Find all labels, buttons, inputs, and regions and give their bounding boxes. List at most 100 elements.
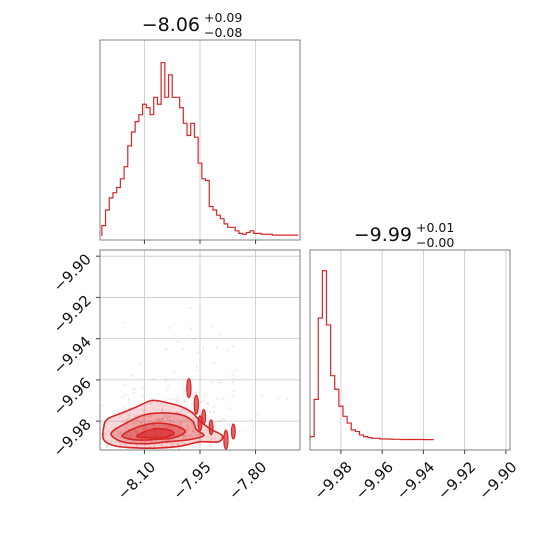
joint-scatter-point	[198, 438, 201, 441]
histogram-param2-title-median: −9.99	[354, 224, 412, 246]
joint-scatter-point	[216, 397, 219, 400]
joint-scatter-point	[119, 430, 122, 433]
joint-scatter-point	[202, 400, 205, 403]
joint-scatter-point	[116, 434, 119, 437]
joint-scatter-point	[169, 419, 172, 422]
joint-scatter-point	[125, 419, 128, 422]
joint-scatter-point	[211, 325, 214, 328]
joint-scatter-point	[179, 442, 182, 445]
joint-scatter-point	[225, 349, 228, 352]
joint-scatter-point	[121, 396, 124, 399]
joint-scatter-point	[140, 421, 143, 424]
joint-scatter-point	[158, 419, 161, 422]
joint-scatter-point	[167, 425, 170, 428]
joint-contour-ticks: −8.10 −7.95 −7.80 −9.90−9.92−9.94−9.96−9.98	[50, 250, 271, 503]
joint-scatter-point	[180, 431, 183, 435]
joint-scatter-point	[159, 443, 162, 446]
joint-scatter-point	[85, 440, 87, 442]
joint-scatter-point	[148, 415, 151, 418]
joint-scatter-point	[126, 413, 129, 416]
joint-scatter-point	[286, 398, 289, 401]
joint-scatter-point	[122, 452, 124, 454]
joint-scatter-point	[105, 446, 109, 449]
joint-scatter-point	[153, 425, 156, 428]
joint-scatter-point	[141, 386, 144, 389]
joint-scatter-point	[171, 425, 174, 428]
joint-scatter-point	[211, 380, 214, 384]
joint-scatter-point	[190, 434, 193, 437]
histogram-param2-title-plus: +0.01	[416, 220, 454, 235]
joint-scatter-point	[150, 397, 153, 401]
joint-scatter-point	[161, 443, 164, 446]
joint-scatter-point	[170, 425, 173, 428]
joint-scatter-point	[199, 377, 202, 380]
joint-ytick-label-0: −9.90	[50, 250, 95, 295]
joint-scatter-point	[188, 435, 191, 438]
joint-scatter-point	[209, 439, 212, 442]
joint-scatter-point	[177, 447, 180, 450]
joint-scatter-point	[138, 420, 141, 423]
joint-scatter-point	[161, 417, 165, 421]
joint-scatter-point	[231, 345, 235, 348]
joint-scatter-point	[169, 442, 172, 445]
joint-scatter-point	[187, 425, 190, 428]
joint-scatter-point	[113, 432, 116, 435]
joint-scatter-point	[149, 402, 153, 405]
joint-scatter-point	[167, 385, 170, 388]
joint-scatter-point	[191, 392, 194, 396]
joint-scatter-point	[195, 443, 198, 446]
joint-scatter-point	[140, 421, 143, 425]
histogram-param2-title-minus: −0.00	[416, 235, 454, 250]
histogram-param2-xtick-label-0: −9.98	[310, 458, 355, 503]
joint-ytick-label-2: −9.94	[50, 333, 95, 378]
joint-scatter-point	[133, 391, 136, 394]
joint-scatter-point	[176, 430, 179, 433]
joint-scatter-point	[127, 416, 130, 419]
joint-scatter-point	[232, 377, 236, 380]
joint-scatter-point	[141, 395, 144, 398]
joint-scatter-point	[125, 433, 128, 436]
joint-scatter-point	[125, 418, 128, 421]
joint-scatter-point	[169, 398, 172, 401]
joint-scatter-point	[152, 424, 155, 427]
joint-scatter-point	[164, 378, 167, 381]
joint-scatter-point	[185, 427, 188, 430]
joint-scatter-point	[133, 421, 136, 424]
joint-scatter-point	[191, 429, 194, 432]
joint-scatter-point	[169, 425, 172, 428]
joint-scatter-point	[90, 435, 92, 437]
joint-scatter-point	[198, 443, 201, 446]
joint-scatter-point	[152, 377, 155, 380]
joint-scatter-point	[211, 437, 214, 440]
joint-scatter-point	[161, 439, 164, 442]
joint-scatter-point	[142, 426, 145, 429]
joint-scatter-point	[232, 389, 236, 392]
joint-ytick-label-3: −9.96	[50, 374, 95, 419]
histogram-param2-grid	[340, 250, 507, 450]
joint-scatter-point	[126, 439, 130, 442]
joint-scatter-point	[166, 416, 169, 419]
joint-scatter-point	[276, 397, 279, 400]
joint-scatter-point	[168, 410, 171, 413]
joint-scatter-point	[219, 437, 222, 440]
joint-scatter-point	[219, 420, 222, 423]
joint-scatter-point	[119, 436, 122, 439]
joint-xtick-label-2: −7.80	[225, 458, 270, 503]
joint-scatter-point	[160, 419, 163, 422]
joint-scatter-point	[174, 429, 177, 432]
joint-scatter-point	[183, 399, 186, 402]
joint-ytick-label-4: −9.98	[50, 415, 95, 460]
joint-scatter-point	[89, 280, 91, 282]
joint-scatter-point	[238, 430, 241, 433]
joint-scatter-point	[189, 307, 192, 310]
joint-scatter-point	[178, 430, 181, 433]
joint-scatter-point	[199, 433, 203, 436]
joint-scatter-point	[232, 394, 235, 397]
joint-scatter-point	[134, 430, 137, 433]
joint-scatter-point	[192, 429, 195, 432]
joint-scatter-point	[125, 454, 127, 456]
joint-scatter-point	[145, 440, 148, 443]
joint-scatter-point	[177, 443, 180, 446]
joint-scatter-point	[161, 408, 164, 411]
joint-scatter-point	[145, 440, 148, 443]
